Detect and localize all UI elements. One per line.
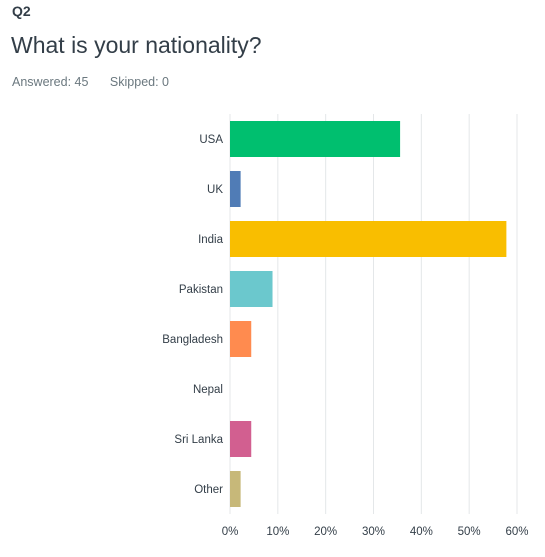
bar-sri-lanka[interactable] [230, 421, 252, 457]
question-title: What is your nationality? [11, 32, 262, 58]
answered-count: Answered: 45 [12, 75, 89, 89]
bar-bangladesh[interactable] [230, 321, 252, 357]
category-label: India [198, 234, 224, 246]
tick-label-layer: 0% 10% 20% 30% 40% 50% 60% [222, 526, 529, 538]
category-label: UK [207, 184, 223, 196]
bar-usa[interactable] [230, 121, 401, 157]
grid-layer [229, 114, 518, 514]
x-tick-label: 60% [505, 526, 528, 538]
response-stats: Answered: 45 Skipped: 0 [12, 75, 169, 89]
x-tick-label: 0% [222, 526, 239, 538]
bar-pakistan[interactable] [230, 271, 273, 307]
category-label-layer: USA UK India Pakistan Bangladesh Nepal Sri Lan… [162, 134, 223, 496]
x-tick-label: 10% [266, 526, 289, 538]
bar-uk[interactable] [230, 171, 241, 207]
skipped-count: Skipped: 0 [109, 75, 169, 89]
x-tick-label: 20% [314, 526, 337, 538]
x-tick-label: 40% [410, 526, 433, 538]
category-label: Bangladesh [162, 334, 223, 346]
category-label: Other [194, 484, 223, 496]
category-label: USA [199, 134, 223, 146]
x-tick-label: 50% [458, 526, 481, 538]
bar-india[interactable] [230, 221, 507, 257]
x-tick-label: 30% [362, 526, 385, 538]
bar-other[interactable] [230, 471, 241, 507]
category-label: Nepal [193, 384, 223, 396]
question-number: Q2 [12, 3, 31, 19]
category-label: Pakistan [179, 284, 223, 296]
bar-layer [230, 121, 507, 507]
category-label: Sri Lanka [174, 434, 223, 446]
